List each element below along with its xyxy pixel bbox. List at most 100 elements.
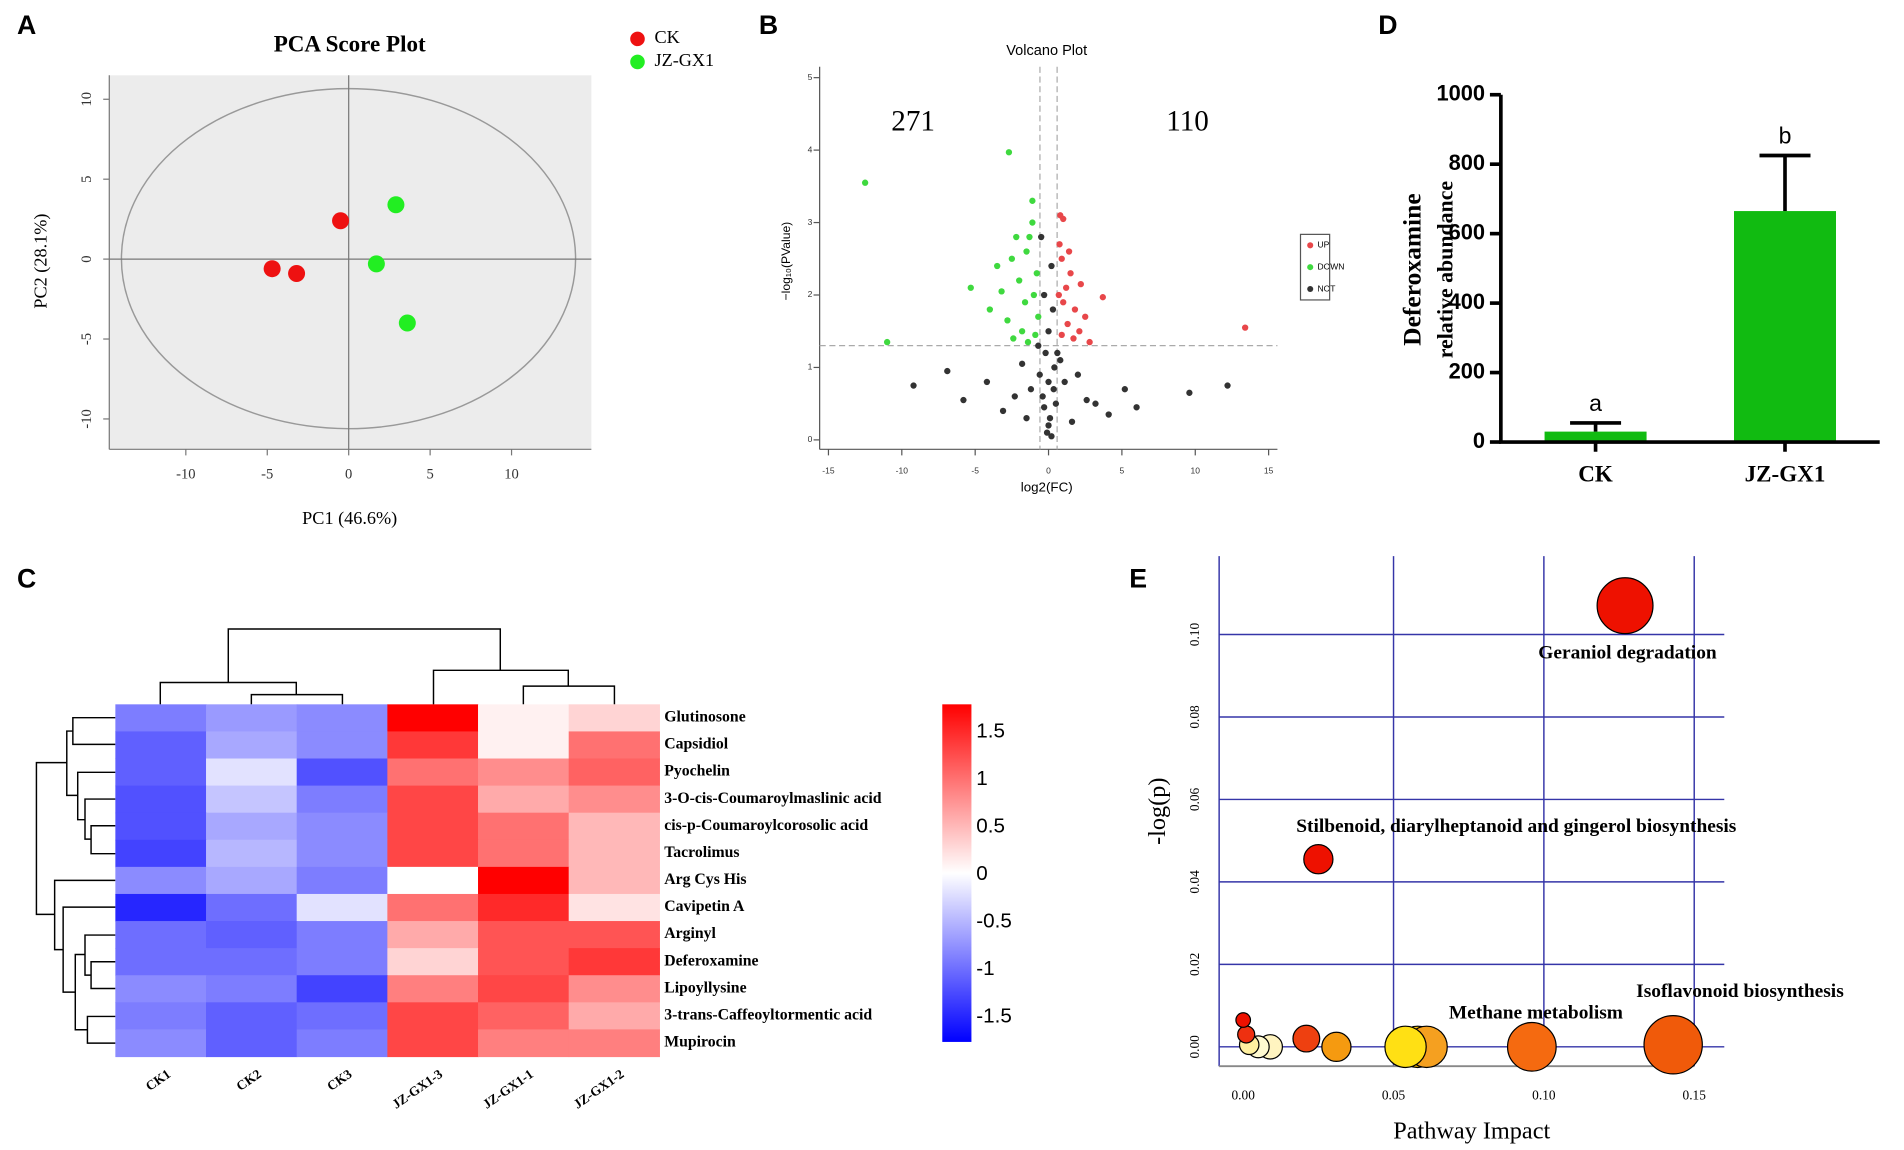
point xyxy=(1057,357,1064,364)
heatmap-cell xyxy=(568,948,660,976)
heatmap-cell xyxy=(115,948,207,976)
point xyxy=(1049,306,1057,313)
point xyxy=(263,260,281,278)
column-label: CK1 xyxy=(143,1066,173,1094)
heatmap-cell xyxy=(387,1029,479,1058)
row-label: Capsidiol xyxy=(664,736,729,753)
point xyxy=(1004,317,1011,324)
x-tick-label: JZ-GX1 xyxy=(1745,460,1826,486)
point xyxy=(1065,248,1073,255)
point xyxy=(1036,371,1043,378)
x-tick-label: 5 xyxy=(1120,465,1125,475)
point xyxy=(1061,378,1068,386)
column-dendrogram xyxy=(159,628,616,705)
row-label: Glutinosone xyxy=(664,708,745,725)
point xyxy=(1133,404,1140,411)
legend-label: DOWN xyxy=(1318,261,1345,271)
bar xyxy=(1734,211,1836,443)
row-label: Cavipetin A xyxy=(664,898,745,915)
bubble xyxy=(1292,1024,1321,1053)
point xyxy=(1051,364,1058,371)
heatmap-cell xyxy=(296,704,388,733)
y-axis-label: -log(p) xyxy=(1144,777,1171,844)
heatmap-cell xyxy=(478,948,570,976)
heatmap-cell xyxy=(568,758,660,787)
bubble-label: Methane metabolism xyxy=(1449,1002,1623,1023)
point xyxy=(944,367,951,375)
y-tick-label: 0.10 xyxy=(1187,623,1202,647)
row-label: Arg Cys His xyxy=(664,871,746,888)
heatmap-cell xyxy=(206,704,298,733)
y-tick-label: 10 xyxy=(79,92,95,107)
heatmap-cell xyxy=(387,921,479,949)
column-label: JZ-GX1-1 xyxy=(480,1066,536,1111)
heatmap-cell xyxy=(206,839,298,868)
point xyxy=(1038,233,1045,241)
column-label: CK2 xyxy=(233,1066,264,1094)
heatmap-cell xyxy=(568,921,660,949)
bubble xyxy=(1506,1021,1557,1072)
point xyxy=(1186,389,1193,396)
heatmap-cell xyxy=(568,893,660,922)
point xyxy=(398,314,416,332)
y-tick-label: 800 xyxy=(1449,150,1485,175)
bubble xyxy=(1643,1015,1703,1075)
point xyxy=(883,338,891,346)
point xyxy=(1011,393,1018,400)
point xyxy=(1082,313,1089,320)
heatmap-cell xyxy=(478,1002,570,1031)
heatmap-cell xyxy=(478,758,570,787)
point xyxy=(1077,280,1084,288)
legend-label: JZ-GX1 xyxy=(655,50,715,70)
point xyxy=(1045,378,1052,386)
heatmap-cell xyxy=(115,921,207,949)
point xyxy=(1035,342,1042,349)
heatmap-cell xyxy=(387,812,479,841)
point xyxy=(288,264,306,282)
heatmap-cell xyxy=(115,758,207,787)
row-label: 3-O-cis-Coumaroylmaslinic acid xyxy=(664,790,882,807)
legend-marker xyxy=(630,54,645,70)
heatmap-cell xyxy=(296,893,388,922)
x-tick-label: 0.15 xyxy=(1683,1088,1707,1103)
x-tick-label: 0 xyxy=(1046,465,1051,475)
bubble xyxy=(1237,1025,1256,1044)
point xyxy=(1029,197,1036,204)
heatmap-cell xyxy=(206,975,298,1003)
heatmap-cell xyxy=(568,731,660,760)
row-label: Deferoxamine xyxy=(664,952,758,969)
point xyxy=(983,378,991,386)
legend-label: CK xyxy=(655,27,680,47)
y-tick-label: 4 xyxy=(808,144,813,154)
point xyxy=(1040,291,1048,299)
bubble-label: Isoflavonoid biosynthesis xyxy=(1636,981,1844,1002)
y-tick-label: 0.04 xyxy=(1187,870,1202,894)
y-tick-label: 600 xyxy=(1449,219,1485,244)
heatmap-cell xyxy=(478,785,570,814)
point xyxy=(1092,400,1099,407)
point xyxy=(1099,294,1106,301)
heatmap-cell xyxy=(568,785,660,814)
y-tick-label: 1 xyxy=(808,362,813,372)
legend-marker xyxy=(1307,285,1314,293)
point xyxy=(1018,360,1026,367)
panel-label: D xyxy=(1378,10,1397,40)
heatmap-cell xyxy=(115,731,207,760)
heatmap-cell xyxy=(115,866,207,895)
point xyxy=(1060,215,1067,223)
point xyxy=(332,212,350,230)
point xyxy=(1224,382,1231,389)
y-axis-label: PC2 (28.1%) xyxy=(31,214,52,309)
heatmap-cell xyxy=(387,839,479,868)
point xyxy=(1040,404,1048,411)
x-tick-label: 15 xyxy=(1264,465,1274,475)
point xyxy=(1043,429,1051,436)
point xyxy=(1045,422,1052,429)
point xyxy=(910,382,917,389)
x-tick-label: -5 xyxy=(971,465,979,475)
y-tick-label: 5 xyxy=(808,72,813,82)
point xyxy=(1054,349,1061,357)
point xyxy=(1055,291,1062,299)
heatmap-cell xyxy=(115,812,207,841)
